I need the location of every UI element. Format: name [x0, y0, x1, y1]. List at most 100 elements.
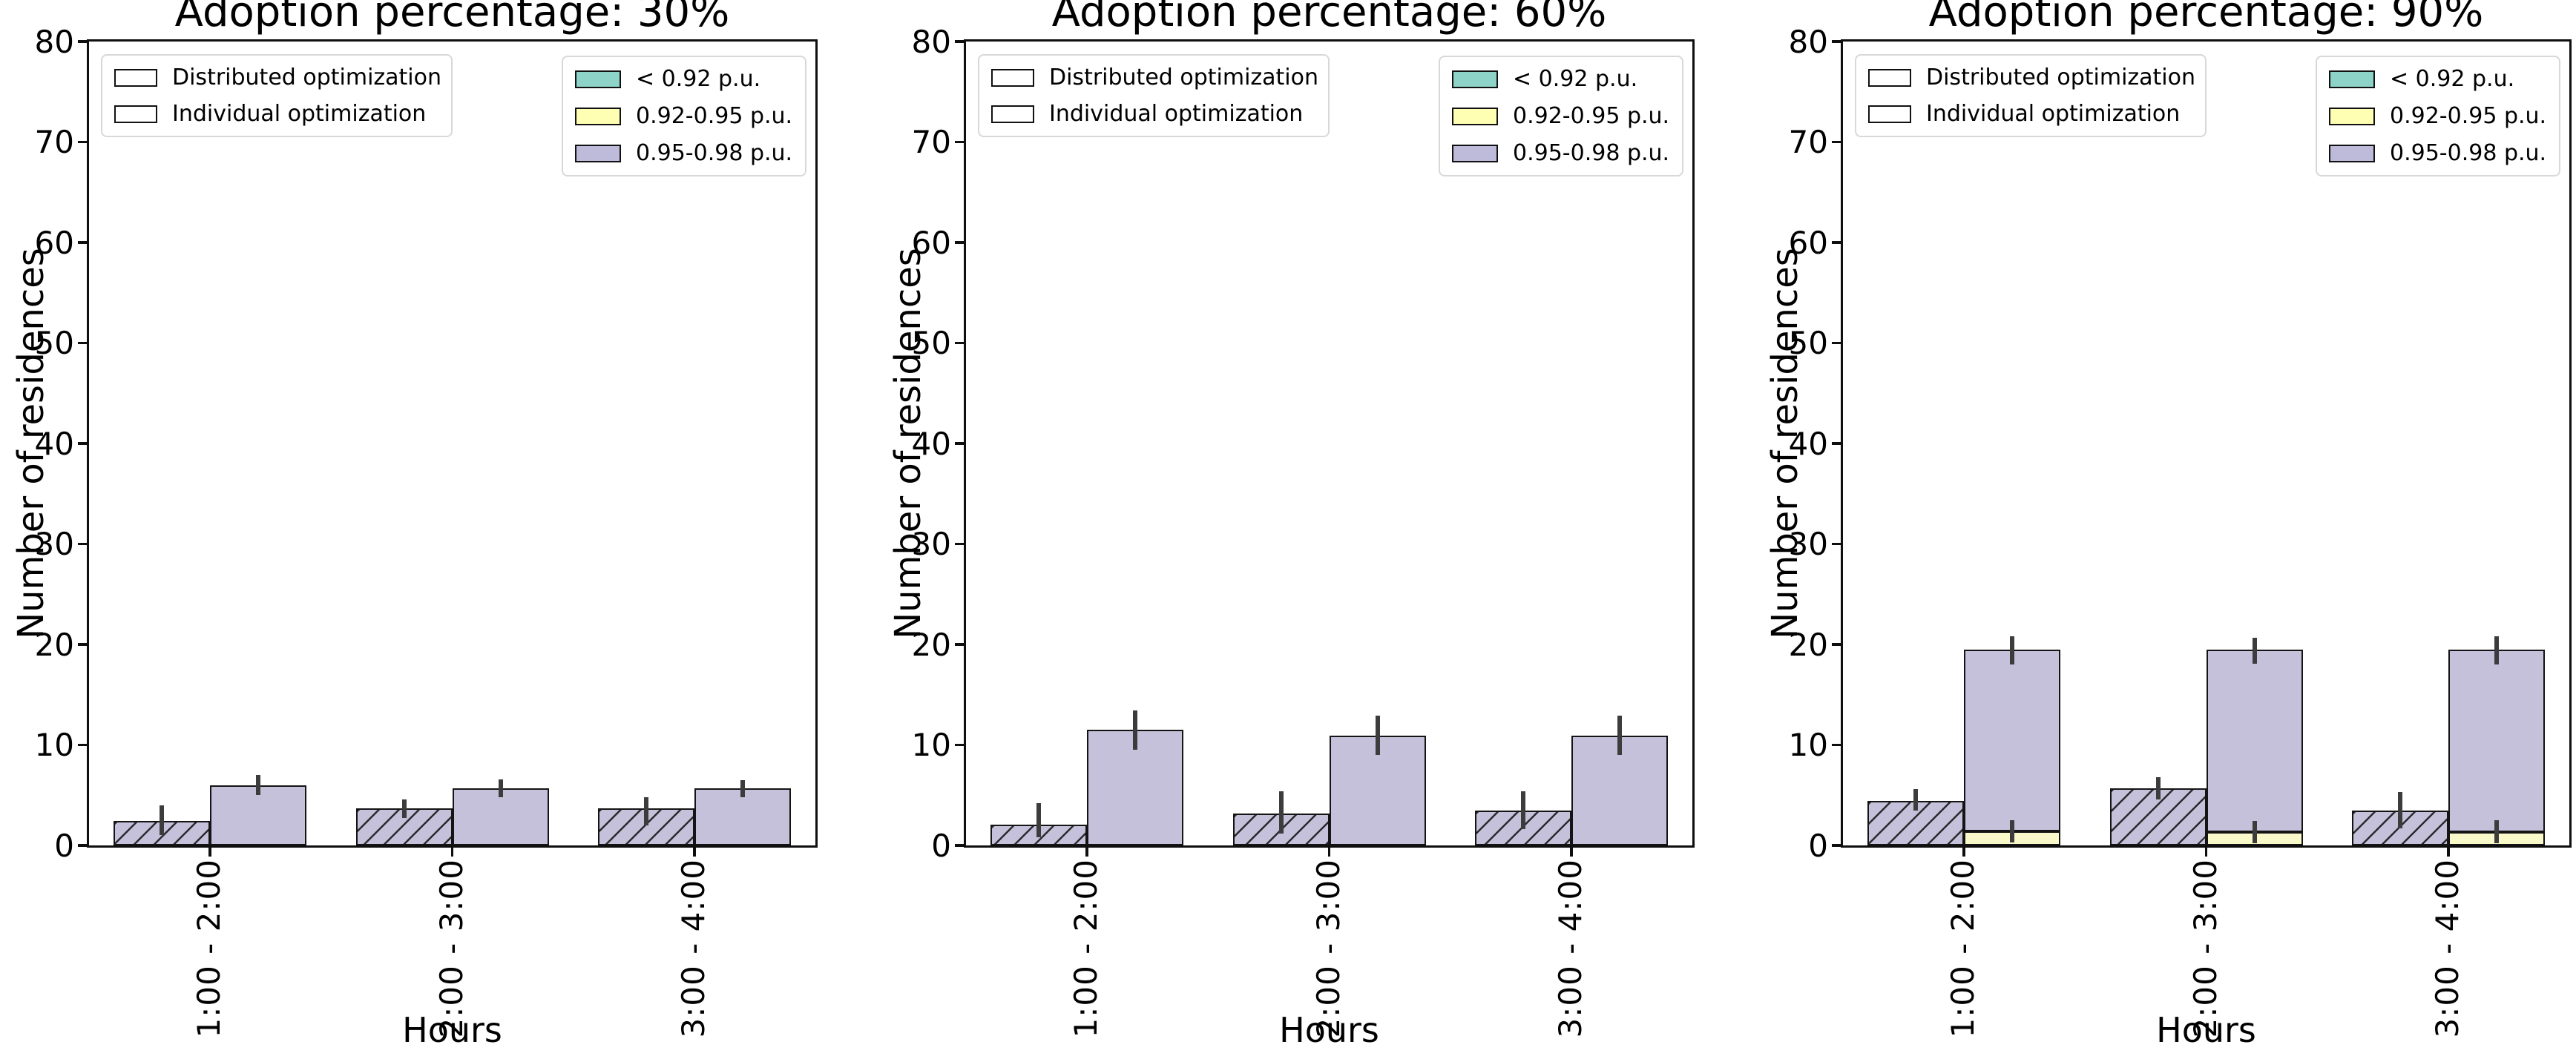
- bar-individual-cat2-seg0: [694, 788, 791, 845]
- y-tick-label: 20: [911, 626, 951, 663]
- pattern-legend: Distributed optimization Individual optim…: [101, 54, 453, 137]
- voltage-legend-label: < 0.92 p.u.: [2390, 66, 2515, 92]
- y-tick-label: 60: [1788, 224, 1828, 261]
- y-tick-mark: [1832, 542, 1841, 546]
- legend-swatch-band2: [2329, 144, 2375, 162]
- y-tick-mark: [78, 140, 87, 144]
- x-tick-label: 2:00 - 3:00: [433, 859, 470, 1038]
- voltage-legend-row: 0.95-0.98 p.u.: [2329, 140, 2547, 166]
- y-tick-mark: [955, 40, 964, 43]
- legend-patch-plain: [114, 105, 157, 123]
- error-bar-distributed-cat2: [643, 796, 648, 825]
- y-tick-mark: [1832, 743, 1841, 747]
- pattern-legend-row: Individual optimization: [991, 101, 1316, 127]
- error-bar-individual-cat1: [498, 779, 503, 797]
- y-tick-mark: [955, 643, 964, 646]
- voltage-legend-label: 0.92-0.95 p.u.: [2390, 103, 2547, 129]
- y-tick-mark: [955, 140, 964, 144]
- x-tick-label: 2:00 - 3:00: [2186, 859, 2224, 1038]
- voltage-legend-label: 0.92-0.95 p.u.: [636, 103, 793, 129]
- legend-patch-hatched: [1868, 68, 1911, 87]
- pattern-legend-label: Individual optimization: [172, 101, 427, 127]
- y-tick-mark: [955, 844, 964, 847]
- voltage-legend-label: 0.92-0.95 p.u.: [1513, 103, 1670, 129]
- x-tick-mark: [2447, 848, 2450, 857]
- y-tick-label: 10: [34, 727, 74, 763]
- y-tick-mark: [1832, 140, 1841, 144]
- error-bar-individual-cat1-seg0: [2252, 821, 2257, 844]
- x-tick-label: 1:00 - 2:00: [191, 859, 228, 1038]
- error-bar-distributed-cat2: [1520, 791, 1525, 830]
- error-bar-distributed-cat0: [1913, 789, 1919, 811]
- pattern-legend-row: Distributed optimization: [1868, 65, 2196, 90]
- bar-individual-cat2-seg1: [2448, 649, 2545, 833]
- x-tick-label: 1:00 - 2:00: [1068, 859, 1105, 1038]
- y-tick-label: 10: [1788, 727, 1828, 763]
- legend-patch-hatched: [991, 68, 1034, 87]
- pattern-legend-row: Individual optimization: [114, 101, 439, 127]
- y-tick-label: 80: [1788, 23, 1828, 60]
- subplot-title: Adoption percentage: 30%: [174, 0, 730, 36]
- voltage-legend-row: 0.95-0.98 p.u.: [1452, 140, 1670, 166]
- y-tick-mark: [955, 241, 964, 244]
- x-tick-label: 1:00 - 2:00: [1945, 859, 1982, 1038]
- subplot-title: Adoption percentage: 90%: [1928, 0, 2484, 36]
- x-tick-label: 3:00 - 4:00: [2428, 859, 2465, 1038]
- x-tick-mark: [1570, 848, 1573, 857]
- voltage-legend-row: < 0.92 p.u.: [2329, 66, 2547, 92]
- y-tick-mark: [955, 442, 964, 445]
- subplot-adoption-30: Adoption percentage: 30% Number of reside…: [10, 0, 818, 1050]
- subplot-adoption-60: Adoption percentage: 60% Number of reside…: [887, 0, 1695, 1050]
- subplot-adoption-90: Adoption percentage: 90% Number of reside…: [1764, 0, 2572, 1050]
- y-tick-label: 30: [34, 526, 74, 562]
- y-tick-mark: [78, 40, 87, 43]
- legend-swatch-band2: [575, 144, 621, 162]
- pattern-legend-label: Distributed optimization: [1049, 65, 1319, 90]
- subplot-title: Adoption percentage: 60%: [1051, 0, 1607, 36]
- y-tick-label: 70: [34, 124, 74, 160]
- legend-swatch-band1: [1452, 107, 1498, 125]
- pattern-legend-label: Distributed optimization: [1926, 65, 2196, 90]
- error-bar-individual-cat2: [2494, 636, 2499, 665]
- y-tick-mark: [1832, 643, 1841, 646]
- pattern-legend-row: Individual optimization: [1868, 101, 2193, 127]
- voltage-legend: < 0.92 p.u. 0.92-0.95 p.u. 0.95-0.98 p.u.: [562, 56, 806, 176]
- legend-patch-plain: [1868, 105, 1911, 123]
- y-tick-mark: [1832, 844, 1841, 847]
- x-tick-mark: [1962, 848, 1965, 857]
- y-tick-mark: [78, 643, 87, 646]
- x-tick-mark: [208, 848, 211, 857]
- voltage-legend-row: 0.95-0.98 p.u.: [575, 140, 793, 166]
- y-tick-label: 10: [911, 727, 951, 763]
- voltage-legend-label: < 0.92 p.u.: [636, 66, 761, 92]
- x-axis-label: Hours: [402, 1010, 502, 1050]
- y-tick-mark: [78, 743, 87, 747]
- voltage-legend-label: 0.95-0.98 p.u.: [1513, 140, 1670, 166]
- bar-individual-cat0-seg0: [210, 785, 307, 845]
- error-bar-individual-cat0: [256, 775, 261, 796]
- y-tick-mark: [955, 743, 964, 747]
- y-tick-mark: [78, 341, 87, 345]
- error-bar-individual-cat2: [740, 779, 745, 797]
- legend-swatch-band0: [2329, 70, 2375, 88]
- pattern-legend-row: Distributed optimization: [991, 65, 1319, 90]
- pattern-legend-label: Individual optimization: [1926, 101, 2181, 127]
- pattern-legend-label: Individual optimization: [1049, 101, 1304, 127]
- legend-swatch-band1: [575, 107, 621, 125]
- y-tick-mark: [78, 442, 87, 445]
- pattern-legend-label: Distributed optimization: [172, 65, 442, 90]
- y-tick-mark: [1832, 40, 1841, 43]
- legend-swatch-band2: [1452, 144, 1498, 162]
- x-tick-mark: [1327, 848, 1331, 857]
- error-bar-individual-cat2-seg0: [2494, 820, 2499, 844]
- y-tick-label: 0: [931, 827, 951, 864]
- y-tick-mark: [1832, 341, 1841, 345]
- y-tick-mark: [78, 542, 87, 546]
- voltage-legend-row: < 0.92 p.u.: [1452, 66, 1670, 92]
- y-tick-label: 40: [1788, 425, 1828, 462]
- y-tick-label: 80: [34, 23, 74, 60]
- y-tick-label: 30: [911, 526, 951, 562]
- bar-individual-cat0-seg1: [1964, 649, 2061, 832]
- y-tick-label: 60: [911, 224, 951, 261]
- y-tick-label: 40: [911, 425, 951, 462]
